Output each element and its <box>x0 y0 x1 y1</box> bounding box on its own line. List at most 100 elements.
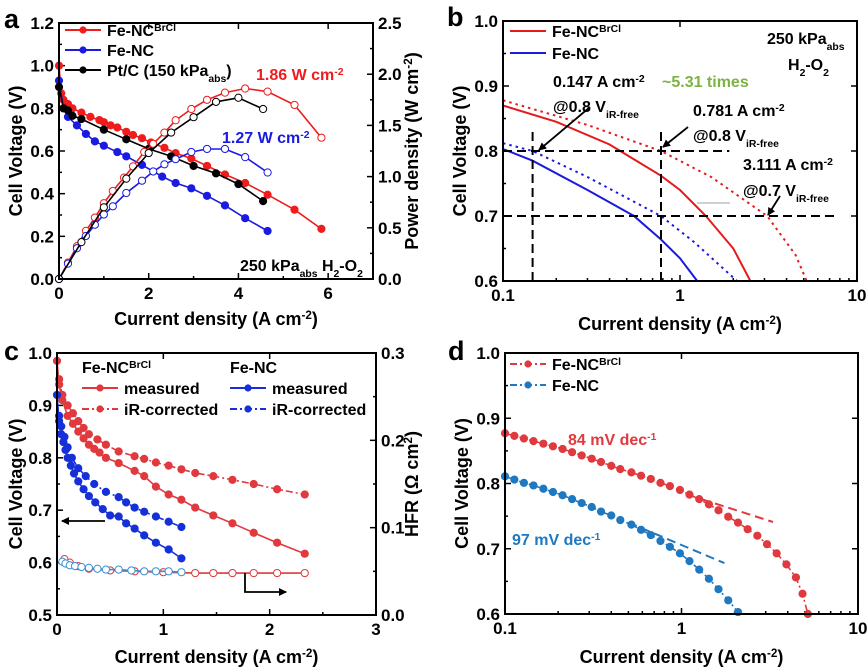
text-part: H <box>318 258 334 275</box>
data-point <box>177 495 186 504</box>
data-point <box>114 493 123 502</box>
data-point <box>81 129 91 139</box>
arrows <box>538 106 781 216</box>
data-point <box>101 453 111 462</box>
series-line <box>628 521 725 565</box>
data-point <box>211 169 221 178</box>
legend-marker <box>524 360 532 368</box>
legend-label: Fe-NCBrCl <box>107 23 176 41</box>
data-point <box>151 512 160 521</box>
data-point <box>77 562 86 572</box>
data-point <box>558 491 567 500</box>
data-point <box>57 422 66 431</box>
legend-label: Fe-NC <box>552 46 600 63</box>
annotation-pressure: 250 kPaabs <box>767 31 845 53</box>
y-tick-label: 1.0 <box>476 344 500 363</box>
data-point <box>101 565 111 574</box>
data-point <box>568 495 577 504</box>
data-point <box>84 430 94 439</box>
data-point <box>122 498 131 507</box>
data-point <box>607 511 616 520</box>
panel-b: b 0.1 1 10 0.6 0.7 0.8 0.9 1.0 Current density (A… <box>447 2 866 334</box>
text-part: BrCl <box>154 23 176 34</box>
y-tick-label: 0.0 <box>30 270 54 289</box>
data-point <box>798 589 807 598</box>
data-point <box>791 573 801 582</box>
y-axis-label: Cell Voltage (V) <box>450 86 470 217</box>
series-line <box>502 99 808 282</box>
y-tick-label: 0.9 <box>474 77 498 96</box>
data-point <box>220 144 230 154</box>
data-point <box>519 478 529 487</box>
x-tick-label: 1 <box>675 286 684 305</box>
data-point <box>510 431 519 440</box>
text-part: 97 mV dec <box>512 532 591 549</box>
x-tick-label: 2 <box>265 620 274 639</box>
data-point <box>191 503 200 512</box>
annotation-j1v: @0.8 ViR-free <box>553 99 639 121</box>
data-point <box>106 511 115 520</box>
series-line <box>58 65 322 230</box>
data-point <box>164 490 173 499</box>
data-point <box>177 522 186 532</box>
data-point <box>300 568 309 578</box>
data-point <box>60 432 69 441</box>
data-point <box>122 135 131 144</box>
series-line <box>58 148 269 280</box>
plot-frame <box>56 352 377 616</box>
data-point <box>164 545 173 554</box>
text-part: -2 <box>302 647 313 660</box>
y-tick-label: 1.0 <box>474 12 498 31</box>
annotation-j3v: @0.7 ViR-free <box>743 183 829 205</box>
legend-label: measured <box>272 381 348 398</box>
data-point <box>130 503 139 512</box>
text-part: 2 <box>800 68 806 79</box>
data-point <box>101 487 111 496</box>
text-part: @0.8 V <box>693 128 746 145</box>
text-part: measured <box>124 381 200 398</box>
data-point <box>263 190 272 199</box>
text-part: -2 <box>300 130 309 141</box>
y-tick-label: 0.6 <box>28 554 52 573</box>
data-point <box>140 567 149 576</box>
data-point <box>160 143 169 152</box>
data-point <box>724 596 733 605</box>
legend-label: Fe-NCBrCl <box>552 24 621 42</box>
series-layer <box>54 61 326 284</box>
data-point <box>510 475 519 484</box>
data-point <box>99 141 108 150</box>
data-point <box>77 238 86 247</box>
series-line <box>502 104 752 282</box>
y2-tick-label: 1.5 <box>378 116 402 135</box>
y-axis-label: Cell Voltage (V) <box>6 86 26 217</box>
data-point <box>685 490 694 499</box>
data-point <box>101 440 111 449</box>
text-part: ) <box>776 314 782 334</box>
x-tick-label: 1 <box>677 619 686 638</box>
data-point <box>191 468 200 478</box>
data-point <box>149 167 158 176</box>
data-point <box>84 491 94 501</box>
y-tick-label: 0.6 <box>474 272 498 291</box>
legend-label: iR-corrected <box>272 402 366 419</box>
data-point <box>202 95 212 104</box>
text-part: 0.781 A cm <box>693 103 775 120</box>
text-part: -2 <box>301 309 312 322</box>
data-point <box>151 458 160 467</box>
annotation-tafel-brcl: 84 mV dec-1 <box>568 432 657 450</box>
data-point <box>99 203 108 212</box>
y2-tick-label: 0.2 <box>381 431 405 450</box>
data-point <box>228 568 237 578</box>
annotation-j2v: @0.8 ViR-free <box>693 128 779 150</box>
data-point <box>596 457 606 467</box>
data-point <box>675 549 685 558</box>
data-point <box>189 161 198 171</box>
text-part: -O <box>339 258 357 275</box>
data-point <box>106 121 115 130</box>
text-part: Current density (A cm <box>115 647 302 667</box>
data-point <box>548 487 558 497</box>
data-point <box>300 549 309 558</box>
x-tick-label: 1 <box>159 620 168 639</box>
panel-letter: c <box>4 336 19 366</box>
x-axis-label: Current density (A cm-2) <box>115 647 319 668</box>
